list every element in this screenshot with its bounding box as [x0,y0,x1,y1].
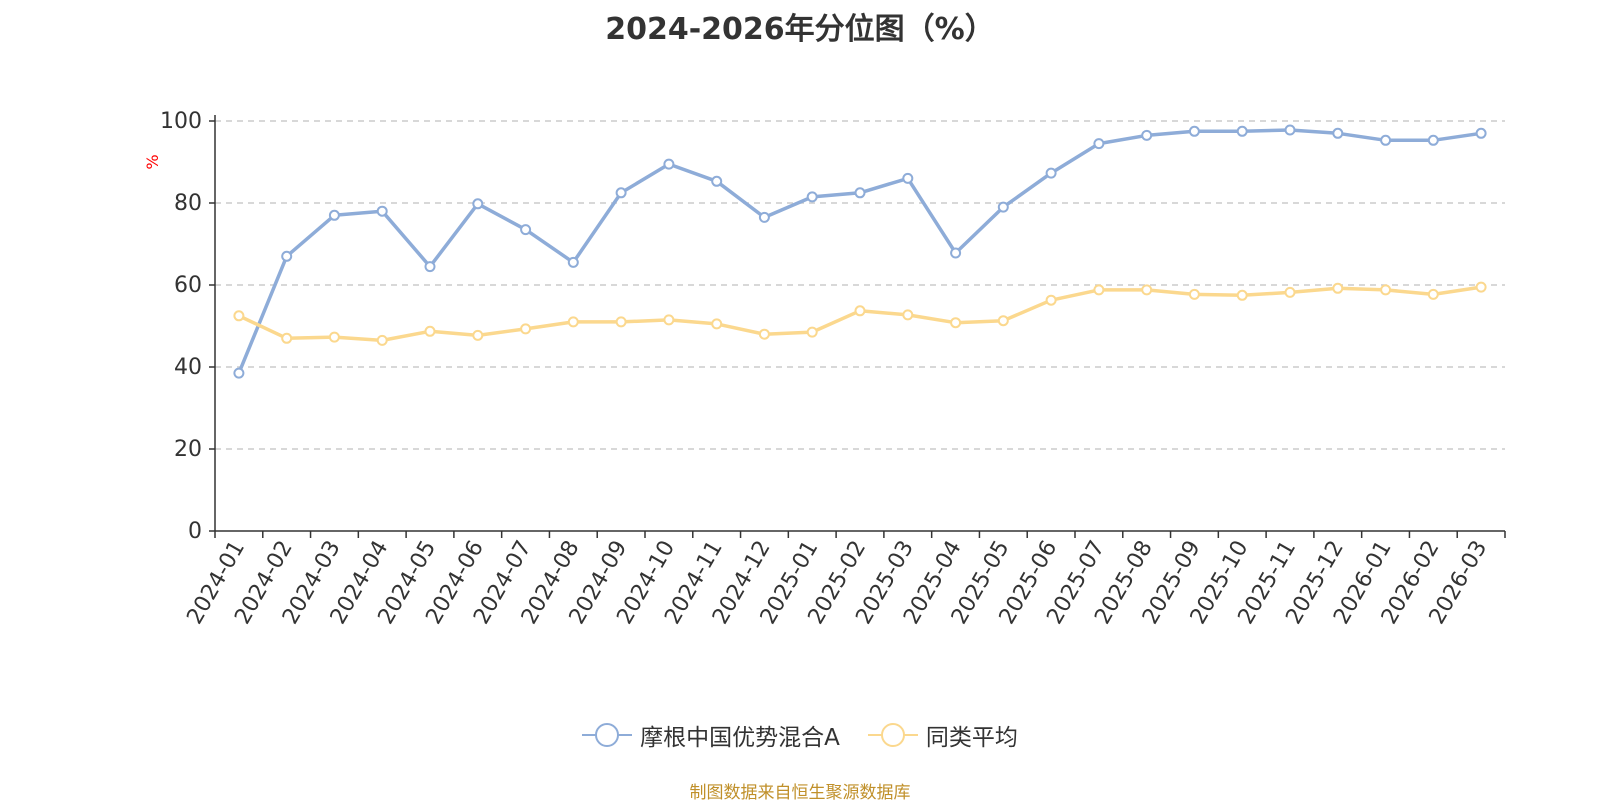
data-point-series-1[interactable] [328,209,340,221]
data-point-series-2[interactable] [1141,284,1153,296]
data-point-series-1[interactable] [281,250,293,262]
y-tick-label: 100 [160,109,202,134]
data-point-series-2[interactable] [328,331,340,343]
data-point-series-2[interactable] [1188,288,1200,300]
legend-label-series-2: 同类平均 [925,725,1018,751]
data-point-series-2[interactable] [281,332,293,344]
data-point-series-1[interactable] [1427,134,1439,146]
data-point-series-1[interactable] [997,201,1009,213]
data-point-series-1[interactable] [854,187,866,199]
data-point-series-1[interactable] [1236,125,1248,137]
data-point-series-1[interactable] [1380,134,1392,146]
data-point-series-1[interactable] [567,256,579,268]
data-point-series-1[interactable] [1475,127,1487,139]
y-tick-label: 40 [174,355,202,380]
data-point-series-1[interactable] [615,187,627,199]
legend-item-series-2[interactable]: 同类平均 [867,718,1018,752]
data-point-series-1[interactable] [711,175,723,187]
data-point-series-1[interactable] [376,205,388,217]
legend-circle-icon [867,723,918,747]
data-point-series-1[interactable] [1332,127,1344,139]
data-point-series-1[interactable] [806,191,818,203]
chart-title: 2024-2026年分位图（%） [605,12,995,47]
legend-circle-icon [582,723,633,747]
data-point-series-2[interactable] [663,314,675,326]
data-point-series-2[interactable] [854,305,866,317]
data-point-series-1[interactable] [472,198,484,210]
data-point-series-2[interactable] [376,334,388,346]
data-point-series-1[interactable] [663,158,675,170]
data-point-series-2[interactable] [711,318,723,330]
data-point-series-2[interactable] [1332,282,1344,294]
data-point-series-2[interactable] [950,317,962,329]
series-line-1 [237,128,1482,374]
data-point-series-2[interactable] [1427,288,1439,300]
series-layer [233,124,1487,379]
data-point-series-1[interactable] [950,247,962,259]
data-point-series-2[interactable] [520,323,532,335]
data-point-series-1[interactable] [233,367,245,379]
data-point-series-2[interactable] [567,316,579,328]
data-point-series-2[interactable] [472,329,484,341]
y-axis-label: % [143,154,162,169]
data-point-series-1[interactable] [1188,125,1200,137]
y-tick-label: 80 [174,191,202,216]
data-point-series-2[interactable] [1475,281,1487,293]
data-point-series-2[interactable] [1380,284,1392,296]
data-point-series-2[interactable] [902,309,914,321]
data-point-series-1[interactable] [758,211,770,223]
data-point-series-1[interactable] [1093,138,1105,150]
data-point-series-2[interactable] [1093,284,1105,296]
data-point-series-2[interactable] [1284,286,1296,298]
data-point-series-2[interactable] [997,315,1009,327]
source-note: 制图数据来自恒生聚源数据库 [689,783,911,803]
data-point-series-1[interactable] [1045,167,1057,179]
data-point-series-2[interactable] [424,325,436,337]
data-point-series-1[interactable] [902,172,914,184]
data-point-series-2[interactable] [1045,294,1057,306]
y-tick-label: 0 [188,519,202,544]
data-point-series-2[interactable] [615,316,627,328]
data-point-series-2[interactable] [233,310,245,322]
data-point-series-1[interactable] [520,224,532,236]
data-point-series-2[interactable] [758,328,770,340]
legend-label-series-1: 摩根中国优势混合A [640,725,840,751]
data-point-series-2[interactable] [1236,289,1248,301]
data-point-series-1[interactable] [1284,124,1296,136]
legend-item-series-1[interactable]: 摩根中国优势混合A [582,718,840,752]
data-point-series-2[interactable] [806,326,818,338]
y-tick-label: 20 [174,437,202,462]
y-tick-label: 60 [174,273,202,298]
legend: 摩根中国优势混合A 同类平均 [0,718,1600,752]
data-point-series-1[interactable] [424,261,436,273]
data-point-series-1[interactable] [1141,129,1153,141]
axes: 0204060801002024-012024-022024-032024-04… [160,109,1506,629]
grid-lines [215,120,1505,450]
